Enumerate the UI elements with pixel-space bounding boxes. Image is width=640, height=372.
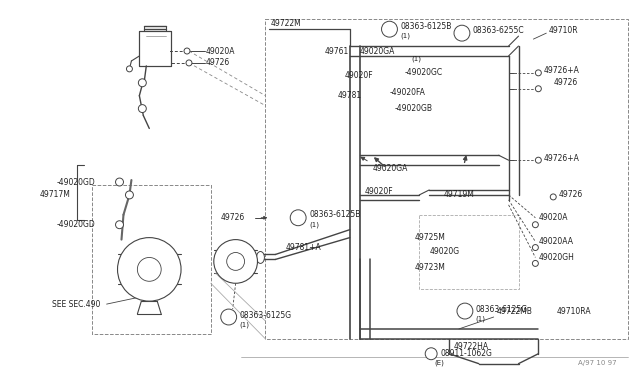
Text: S: S (296, 215, 301, 221)
Text: -49020FA: -49020FA (390, 88, 426, 97)
Circle shape (550, 194, 556, 200)
Text: 49722MB: 49722MB (497, 307, 532, 315)
Text: 08363-6125G: 08363-6125G (476, 305, 528, 314)
Text: 49717M: 49717M (40, 190, 71, 199)
Text: 49020F: 49020F (345, 71, 373, 80)
Bar (92, 185, 211, 334)
Text: 49719M: 49719M (444, 190, 475, 199)
Circle shape (381, 21, 397, 37)
Text: SEE SEC.490: SEE SEC.490 (52, 299, 100, 309)
Circle shape (118, 238, 181, 301)
Circle shape (532, 222, 538, 228)
Text: 08363-6125B: 08363-6125B (309, 210, 360, 219)
Text: 49726: 49726 (221, 213, 245, 222)
Text: 49710R: 49710R (548, 26, 578, 35)
Text: 49781: 49781 (338, 91, 362, 100)
Text: 08911-1062G: 08911-1062G (440, 349, 492, 358)
Text: 49722HA: 49722HA (454, 342, 489, 351)
Circle shape (138, 105, 147, 113)
Text: 49726+A: 49726+A (543, 66, 579, 76)
Text: 49726: 49726 (553, 78, 577, 87)
Text: 49761: 49761 (325, 46, 349, 55)
Text: 49020G: 49020G (429, 247, 460, 256)
Text: (E): (E) (434, 359, 444, 366)
Text: 49020GA: 49020GA (360, 46, 395, 55)
Bar (419, 215, 518, 289)
Circle shape (184, 48, 190, 54)
Text: N: N (429, 351, 433, 356)
Text: -49020GC: -49020GC (404, 68, 442, 77)
Circle shape (125, 191, 133, 199)
Ellipse shape (257, 251, 264, 263)
Text: 49723M: 49723M (414, 263, 445, 272)
Text: 49726+A: 49726+A (543, 154, 579, 163)
Text: 49710RA: 49710RA (556, 307, 591, 315)
Circle shape (127, 66, 132, 72)
Text: 49722M: 49722M (270, 19, 301, 28)
Circle shape (532, 260, 538, 266)
Text: (1): (1) (401, 33, 410, 39)
Text: -49020GD: -49020GD (57, 220, 96, 229)
Text: 49726: 49726 (558, 190, 582, 199)
Circle shape (116, 178, 124, 186)
Text: S: S (226, 314, 231, 320)
Circle shape (454, 25, 470, 41)
Circle shape (532, 244, 538, 250)
Text: (1): (1) (239, 322, 250, 328)
Text: -49020GB: -49020GB (394, 104, 433, 113)
Text: 49020AA: 49020AA (538, 237, 573, 246)
Circle shape (536, 157, 541, 163)
Circle shape (457, 303, 473, 319)
Circle shape (138, 257, 161, 281)
Circle shape (116, 221, 124, 229)
Circle shape (138, 79, 147, 87)
Bar (266, 19, 628, 339)
Text: 49725M: 49725M (414, 233, 445, 242)
Text: 49020GA: 49020GA (372, 164, 408, 173)
Circle shape (227, 253, 244, 270)
Text: S: S (387, 26, 392, 32)
Text: -49020GD: -49020GD (57, 177, 96, 186)
Text: 08363-6125G: 08363-6125G (239, 311, 292, 320)
Text: 49726: 49726 (206, 58, 230, 67)
Circle shape (186, 60, 192, 66)
Text: 49020A: 49020A (538, 213, 568, 222)
Text: S: S (460, 30, 465, 36)
Text: 08363-6125B: 08363-6125B (401, 22, 452, 31)
Text: 49020GH: 49020GH (538, 253, 574, 262)
Circle shape (221, 309, 237, 325)
Text: 49781+A: 49781+A (285, 243, 321, 252)
Text: A/97 10 97: A/97 10 97 (578, 360, 617, 366)
Circle shape (536, 70, 541, 76)
Circle shape (536, 86, 541, 92)
Circle shape (290, 210, 306, 226)
Text: (1): (1) (309, 221, 319, 228)
Bar (140, 31, 171, 66)
Text: 08363-6255C: 08363-6255C (473, 26, 524, 35)
Circle shape (214, 240, 257, 283)
Text: S: S (463, 308, 467, 314)
Text: (1): (1) (476, 316, 486, 322)
Circle shape (425, 348, 437, 360)
Text: 49020A: 49020A (206, 46, 236, 55)
Text: 49020F: 49020F (365, 187, 394, 196)
Text: (1): (1) (412, 56, 421, 62)
